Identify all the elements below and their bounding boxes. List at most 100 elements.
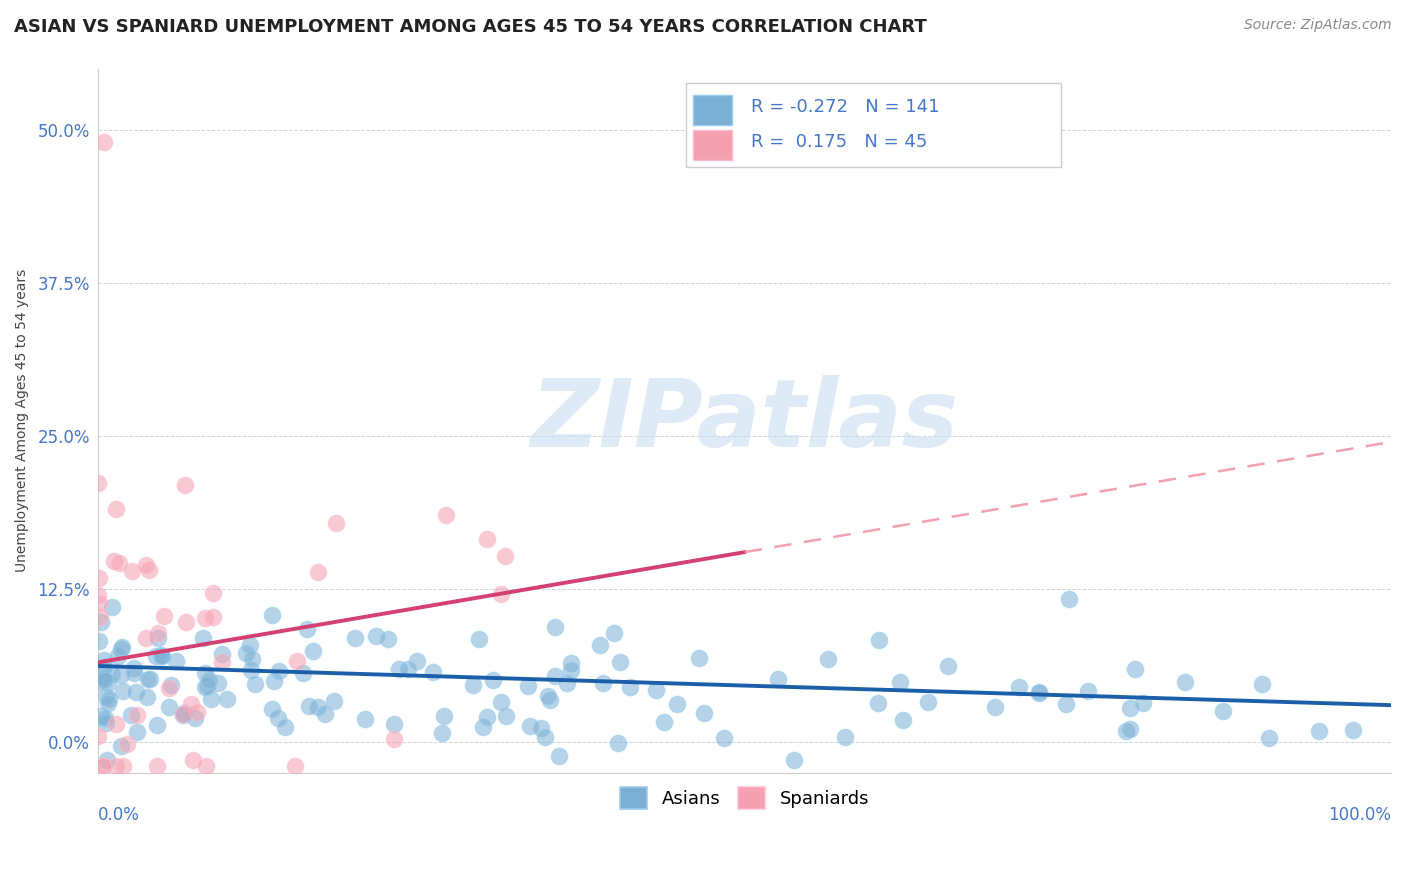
Point [834, 731, 856, 745]
Point [388, 662, 411, 676]
Point [472, 720, 495, 734]
Point [262, 702, 284, 716]
Text: R =  0.175   N = 45: R = 0.175 N = 45 [751, 134, 928, 152]
Point [325, 516, 347, 530]
Point [240, 651, 263, 665]
Point [122, 666, 145, 681]
Point [136, 690, 159, 705]
Point [645, 683, 668, 698]
Point [108, 556, 131, 570]
Point [184, 711, 207, 725]
Point [314, 707, 336, 722]
Point [606, 736, 628, 750]
Point [396, 662, 419, 676]
Point [96, 716, 118, 731]
Point [307, 699, 329, 714]
Point [172, 707, 194, 722]
Point [103, 554, 125, 568]
Point [592, 676, 614, 690]
Point [157, 699, 180, 714]
FancyBboxPatch shape [693, 95, 731, 125]
Text: 100.0%: 100.0% [1329, 806, 1391, 824]
Point [262, 607, 284, 622]
Point [90, 708, 112, 723]
Point [481, 673, 503, 687]
Point [112, 684, 135, 698]
Point [364, 629, 387, 643]
Point [666, 697, 689, 711]
Point [98, 692, 121, 706]
Point [475, 532, 498, 546]
Point [274, 720, 297, 734]
Point [105, 502, 128, 516]
Point [433, 709, 456, 723]
Point [354, 711, 377, 725]
Point [1115, 723, 1137, 738]
Point [110, 642, 132, 657]
Point [202, 585, 225, 599]
Point [211, 656, 233, 670]
Point [377, 632, 399, 647]
Point [609, 655, 631, 669]
Point [495, 709, 517, 723]
Point [1028, 686, 1050, 700]
Point [491, 587, 513, 601]
Point [150, 648, 173, 663]
Point [782, 753, 804, 767]
Point [516, 679, 538, 693]
Point [104, 759, 127, 773]
Point [195, 759, 218, 773]
Point [149, 649, 172, 664]
Point [269, 664, 291, 678]
Point [468, 632, 491, 647]
Point [688, 651, 710, 665]
Point [406, 654, 429, 668]
Point [110, 668, 132, 682]
Point [148, 631, 170, 645]
Point [240, 663, 263, 677]
Point [1308, 724, 1330, 739]
Point [534, 731, 557, 745]
Point [560, 656, 582, 670]
Point [165, 653, 187, 667]
Point [89, 675, 111, 690]
Point [1258, 731, 1281, 745]
Point [135, 558, 157, 572]
Point [145, 649, 167, 664]
FancyBboxPatch shape [693, 129, 731, 160]
Point [1132, 696, 1154, 710]
Point [1119, 701, 1142, 715]
Point [207, 676, 229, 690]
Point [186, 705, 208, 719]
Point [382, 732, 405, 747]
Point [245, 677, 267, 691]
Point [93, 135, 115, 149]
Point [547, 748, 569, 763]
Point [89, 571, 111, 585]
Point [94, 673, 117, 687]
Point [1054, 697, 1077, 711]
Point [889, 674, 911, 689]
Point [983, 700, 1005, 714]
Point [89, 609, 111, 624]
Text: Source: ZipAtlas.com: Source: ZipAtlas.com [1244, 18, 1392, 32]
Point [430, 726, 453, 740]
Point [263, 674, 285, 689]
Point [589, 638, 612, 652]
Point [530, 721, 553, 735]
Point [537, 690, 560, 704]
Point [100, 599, 122, 614]
Point [125, 724, 148, 739]
Point [90, 615, 112, 630]
Point [239, 638, 262, 652]
FancyBboxPatch shape [686, 83, 1062, 167]
Point [200, 692, 222, 706]
Point [195, 679, 218, 693]
Point [555, 675, 578, 690]
Point [1008, 680, 1031, 694]
Point [120, 707, 142, 722]
Point [194, 666, 217, 681]
Text: ZIPatlas: ZIPatlas [530, 375, 959, 467]
Point [112, 759, 135, 773]
Point [544, 669, 567, 683]
